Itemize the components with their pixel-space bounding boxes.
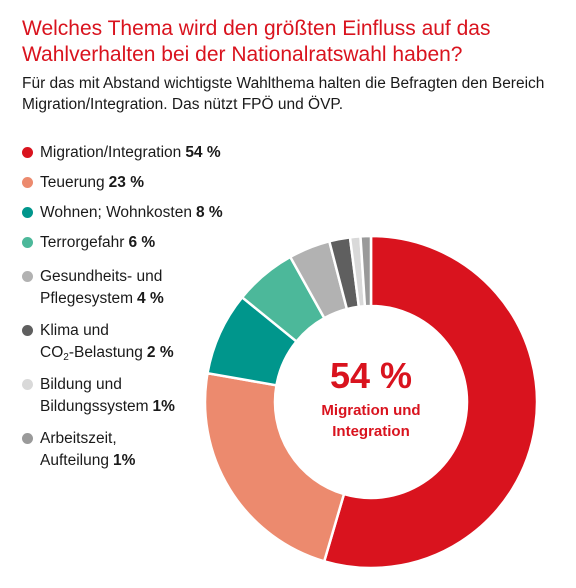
legend-label: Klima und CO2-Belastung 2 % [40, 320, 174, 369]
legend-value: 54 % [185, 144, 221, 161]
legend-label: Gesundheits- und Pflegesystem 4 % [40, 266, 164, 310]
legend-swatch [22, 237, 33, 248]
legend-swatch [22, 379, 33, 390]
legend-label-line: Teuerung 23 % [40, 174, 144, 191]
legend-value: 23 % [108, 174, 144, 191]
legend-label: Bildung und Bildungssystem 1% [40, 374, 175, 418]
legend-label-line: Bildungssystem 1% [40, 398, 175, 415]
center-label-line: Migration und [321, 402, 421, 419]
legend-label-line: Aufteilung 1% [40, 452, 136, 469]
legend-value: 2 % [146, 344, 174, 361]
donut-slice [203, 371, 346, 563]
center-value: 54 % [329, 355, 413, 396]
legend-label-line: Migration/Integration 54 % [40, 144, 221, 161]
legend-value: 1% [152, 398, 175, 415]
legend-label-line: Arbeitszeit, [40, 430, 117, 447]
legend-label: Teuerung 23 % [40, 172, 144, 194]
legend-label: Migration/Integration 54 % [40, 142, 221, 164]
donut-slice [359, 234, 373, 308]
legend-label-line: Gesundheits- und [40, 268, 163, 285]
legend-item: Terrorgefahr 6 % [22, 232, 155, 254]
legend-swatch [22, 271, 33, 282]
legend-label: Arbeitszeit, Aufteilung 1% [40, 428, 135, 472]
center-label: Migration und Integration [301, 400, 441, 442]
legend-label-line: Klima und [40, 322, 109, 339]
center-label-line: Integration [332, 423, 410, 440]
legend-item: Teuerung 23 % [22, 172, 144, 194]
legend-item: Gesundheits- und Pflegesystem 4 % [22, 266, 164, 310]
legend-swatch [22, 177, 33, 188]
legend-label-line: Bildung und [40, 376, 122, 393]
donut-slice [322, 234, 539, 570]
legend-swatch [22, 325, 33, 336]
legend-value: 6 % [128, 234, 156, 251]
legend-item: Bildung und Bildungssystem 1% [22, 374, 175, 418]
legend-swatch [22, 433, 33, 444]
legend-value: 1% [112, 452, 136, 469]
chart-subtitle: Für das mit Abstand wichtigste Wahlthema… [22, 75, 545, 113]
legend-label: Wohnen; Wohnkosten 8 % [40, 202, 223, 224]
legend-label-line: Pflegesystem 4 % [40, 290, 164, 307]
legend-item: Arbeitszeit, Aufteilung 1% [22, 428, 135, 472]
legend-swatch [22, 147, 33, 158]
legend-value: 8 % [195, 204, 223, 221]
legend-item: Wohnen; Wohnkosten 8 % [22, 202, 223, 224]
legend-label: Terrorgefahr 6 % [40, 232, 155, 254]
chart-title: Welches Thema wird den größten Einfluss … [22, 17, 491, 66]
legend-label-line: Terrorgefahr 6 % [40, 234, 156, 251]
legend-item: Migration/Integration 54 % [22, 142, 221, 164]
legend-value: 4 % [137, 290, 164, 307]
legend-label-line: Wohnen; Wohnkosten 8 % [40, 204, 223, 221]
legend-item: Klima und CO2-Belastung 2 % [22, 320, 174, 369]
legend-swatch [22, 207, 33, 218]
legend-label-line: CO2-Belastung 2 % [40, 344, 174, 363]
